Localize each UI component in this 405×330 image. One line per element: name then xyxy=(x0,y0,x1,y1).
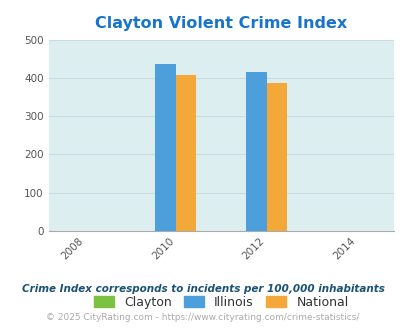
Bar xyxy=(246,72,266,231)
Text: Crime Index corresponds to incidents per 100,000 inhabitants: Crime Index corresponds to incidents per… xyxy=(21,284,384,294)
Legend: Clayton, Illinois, National: Clayton, Illinois, National xyxy=(89,291,353,314)
Title: Clayton Violent Crime Index: Clayton Violent Crime Index xyxy=(95,16,347,31)
Bar xyxy=(266,83,286,231)
Text: © 2025 CityRating.com - https://www.cityrating.com/crime-statistics/: © 2025 CityRating.com - https://www.city… xyxy=(46,313,359,322)
Bar xyxy=(155,64,175,231)
Bar xyxy=(175,75,196,231)
